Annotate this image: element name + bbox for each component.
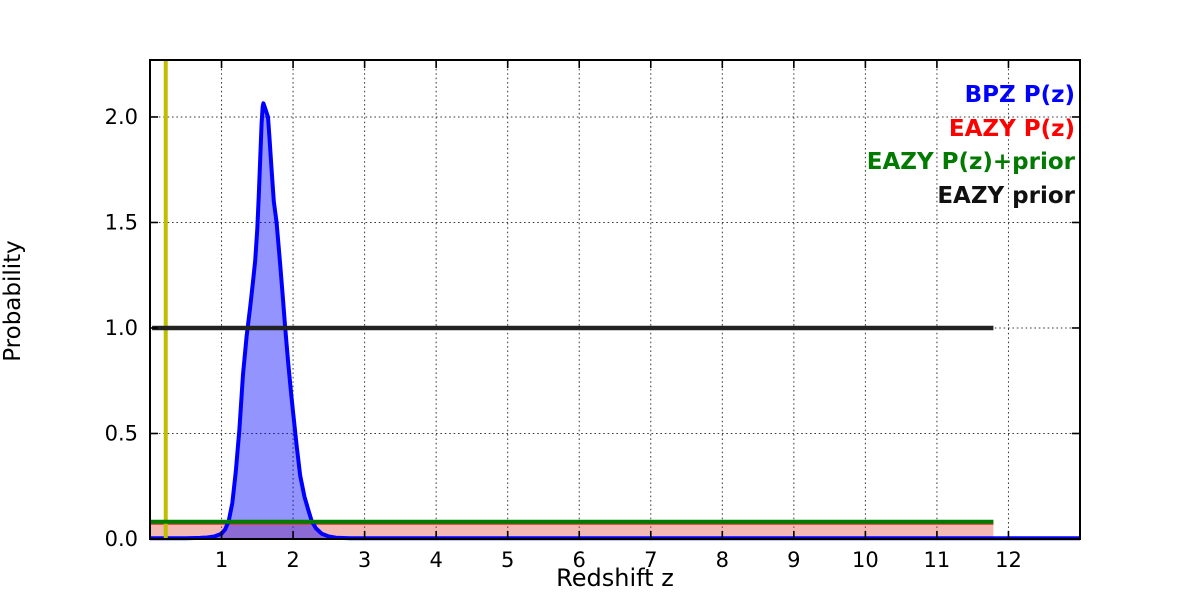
legend-item-bpz-pz: BPZ P(z) xyxy=(964,82,1075,108)
x-tick-label: 6 xyxy=(573,548,586,572)
x-tick-label: 10 xyxy=(852,548,879,572)
x-tick-label: 7 xyxy=(644,548,657,572)
y-tick-label: 0.5 xyxy=(105,421,138,445)
x-tick-label: 4 xyxy=(429,548,442,572)
legend-item-eazy-pz: EAZY P(z) xyxy=(948,115,1075,142)
x-tick-label: 11 xyxy=(924,548,951,572)
legend-item-eazy-pz-prior: EAZY P(z)+prior xyxy=(866,149,1075,175)
x-tick-label: 3 xyxy=(358,548,371,572)
x-tick-label: 9 xyxy=(787,548,800,572)
fill-bpz-p-z- xyxy=(150,103,1080,540)
x-tick-label: 5 xyxy=(501,548,514,572)
legend-item-eazy-prior: EAZY prior xyxy=(937,182,1075,209)
fill-eazy-p-z- xyxy=(150,523,994,539)
y-tick-label: 1.5 xyxy=(105,210,138,234)
x-tick-label: 2 xyxy=(286,548,299,572)
y-axis-title: Probability xyxy=(0,240,26,362)
y-tick-label: 2.0 xyxy=(105,105,138,129)
legend: BPZ P(z) EAZY P(z) EAZY P(z)+prior EAZY … xyxy=(867,79,1075,213)
axes-frame xyxy=(149,59,1081,540)
x-tick-label: 8 xyxy=(716,548,729,572)
y-tick-label: 0.0 xyxy=(105,527,138,551)
x-tick-label: 1 xyxy=(215,548,228,572)
line-bpz-p-z- xyxy=(150,101,1080,541)
x-axis-title: Redshift z xyxy=(556,564,674,592)
x-tick-label: 12 xyxy=(995,548,1022,572)
y-tick-label: 1.0 xyxy=(105,316,138,340)
